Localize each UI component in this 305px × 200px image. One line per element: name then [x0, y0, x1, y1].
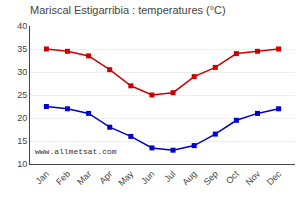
svg-text:Nov: Nov — [244, 168, 263, 187]
svg-text:10: 10 — [17, 159, 27, 169]
svg-text:Dec: Dec — [265, 168, 284, 187]
svg-text:30: 30 — [17, 67, 27, 77]
svg-text:Oct: Oct — [224, 168, 241, 185]
svg-text:20: 20 — [17, 113, 27, 123]
svg-text:35: 35 — [17, 44, 27, 54]
svg-text:40: 40 — [17, 21, 27, 31]
svg-text:Jan: Jan — [34, 169, 51, 186]
svg-text:Jun: Jun — [139, 169, 156, 186]
svg-text:May: May — [116, 168, 135, 187]
svg-text:Apr: Apr — [97, 169, 114, 186]
svg-text:Mariscal Estigarribia : temper: Mariscal Estigarribia : temperatures (°C… — [30, 4, 226, 16]
svg-text:Aug: Aug — [180, 169, 198, 187]
svg-text:www.allmetsat.com: www.allmetsat.com — [35, 147, 117, 156]
svg-text:15: 15 — [17, 136, 27, 146]
svg-text:Feb: Feb — [54, 169, 72, 187]
svg-text:Jul: Jul — [162, 169, 177, 184]
svg-text:Sep: Sep — [201, 169, 219, 187]
svg-text:Mar: Mar — [75, 169, 93, 187]
svg-text:25: 25 — [17, 90, 27, 100]
